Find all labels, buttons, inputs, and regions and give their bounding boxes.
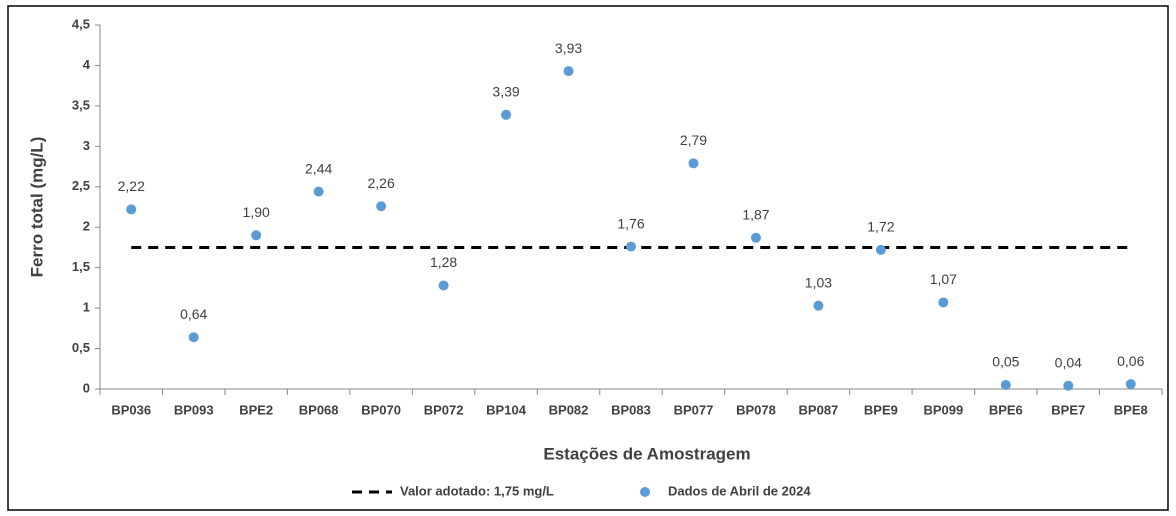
y-tick-label: 4,5 [72, 16, 90, 31]
x-tick-label: BP072 [424, 402, 464, 417]
x-tick-label: BP070 [361, 402, 401, 417]
data-point [563, 66, 574, 77]
data-point [750, 232, 761, 243]
x-tick-label: BPE9 [864, 402, 898, 417]
y-tick-label: 2,5 [72, 178, 90, 193]
value-label: 2,44 [305, 160, 332, 176]
x-tick-label: BPE6 [989, 402, 1023, 417]
value-label: 1,28 [430, 254, 457, 270]
x-tick-label: BPE2 [239, 402, 273, 417]
x-tick-label: BP078 [736, 402, 776, 417]
value-label: 0,64 [180, 306, 207, 322]
legend-label: Dados de Abril de 2024 [668, 483, 811, 498]
x-tick-label: BP068 [299, 402, 339, 417]
value-label: 3,93 [555, 40, 582, 56]
x-tick-label: BP036 [111, 402, 151, 417]
data-point [376, 201, 387, 212]
y-tick-label: 3 [83, 138, 90, 153]
data-point [313, 186, 324, 197]
value-label: 1,72 [867, 219, 894, 235]
data-point [188, 332, 199, 343]
value-label: 2,22 [118, 178, 145, 194]
value-label: 1,87 [742, 206, 769, 222]
x-tick-label: BP104 [486, 402, 527, 417]
data-point [626, 241, 636, 252]
data-point [1063, 380, 1074, 391]
value-label: 0,05 [992, 354, 1019, 370]
value-label: 0,06 [1117, 353, 1144, 369]
y-axis-title: Ferro total (mg/L) [27, 137, 46, 278]
frame [7, 5, 1169, 511]
value-label: 3,39 [492, 83, 519, 99]
x-tick-label: BP077 [674, 402, 714, 417]
legend-swatch [640, 487, 650, 497]
data-point [438, 280, 449, 291]
value-label: 1,76 [617, 215, 644, 231]
y-tick-label: 0 [83, 380, 90, 395]
x-tick-label: BP082 [549, 402, 589, 417]
data-point [126, 204, 137, 215]
x-tick-label: BP083 [611, 402, 651, 417]
value-label: 1,03 [805, 274, 832, 290]
y-tick-label: 3,5 [72, 97, 90, 112]
x-tick-label: BP087 [799, 402, 839, 417]
data-point [813, 300, 824, 311]
data-point [938, 297, 949, 308]
data-point [1000, 379, 1011, 390]
value-label: 1,07 [930, 271, 957, 287]
value-label: 0,04 [1055, 354, 1082, 370]
data-point [251, 230, 262, 241]
y-tick-label: 2 [83, 219, 90, 234]
y-tick-label: 0,5 [72, 340, 90, 355]
value-label: 2,79 [680, 132, 707, 148]
x-tick-label: BPE8 [1114, 402, 1148, 417]
x-tick-label: BP099 [923, 402, 963, 417]
legend-label: Valor adotado: 1,75 mg/L [400, 483, 554, 498]
data-point [688, 158, 699, 169]
y-tick-label: 4 [83, 57, 91, 72]
data-point [501, 109, 512, 120]
y-tick-label: 1,5 [72, 259, 90, 274]
value-label: 1,90 [243, 204, 270, 220]
x-tick-label: BPE7 [1051, 402, 1085, 417]
value-label: 2,26 [367, 175, 394, 191]
data-point [875, 244, 886, 255]
data-point [1125, 379, 1136, 390]
x-axis-title: Estações de Amostragem [543, 444, 750, 463]
x-tick-label: BP093 [174, 402, 214, 417]
y-tick-label: 1 [83, 300, 90, 315]
